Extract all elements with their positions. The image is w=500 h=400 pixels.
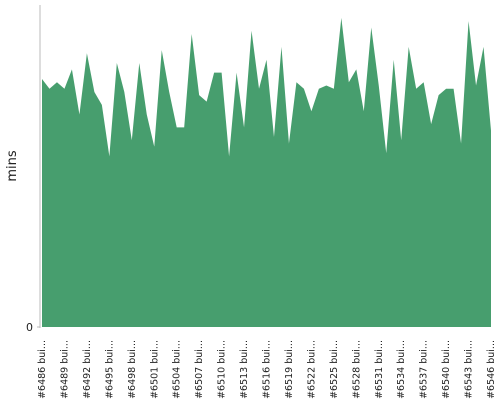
x-tick-label: #6501 bui... [149, 340, 160, 399]
y-axis-label: mins [5, 150, 20, 182]
x-tick-label: #6492 bui... [82, 340, 93, 399]
x-tick-label: #6489 bui... [59, 340, 70, 399]
y-tick-label: 0 [26, 321, 33, 334]
x-tick-label: #6510 bui... [217, 340, 228, 399]
x-tick-label: #6519 bui... [284, 340, 295, 399]
area [42, 17, 491, 327]
x-tick-label: #6495 bui... [104, 340, 115, 399]
x-tick-label: #6531 bui... [374, 340, 385, 399]
x-tick-label: #6486 bui... [37, 340, 48, 399]
x-tick-label: #6522 bui... [306, 340, 317, 399]
x-tick-label: #6504 bui... [172, 340, 183, 399]
x-tick-label: #6540 bui... [441, 340, 452, 399]
x-tick-label: #6507 bui... [194, 340, 205, 399]
x-tick-label: #6528 bui... [351, 340, 362, 399]
x-tick-label: #6546 bui... [486, 340, 497, 399]
x-tick-label: #6525 bui... [329, 340, 340, 399]
x-tick-label: #6513 bui... [239, 340, 250, 399]
x-tick-label: #6537 bui... [419, 340, 430, 399]
x-tick-label: #6516 bui... [262, 340, 273, 399]
x-tick-label: #6498 bui... [127, 340, 138, 399]
x-tick-label: #6543 bui... [464, 340, 475, 399]
x-tick-label: #6534 bui... [396, 340, 407, 399]
